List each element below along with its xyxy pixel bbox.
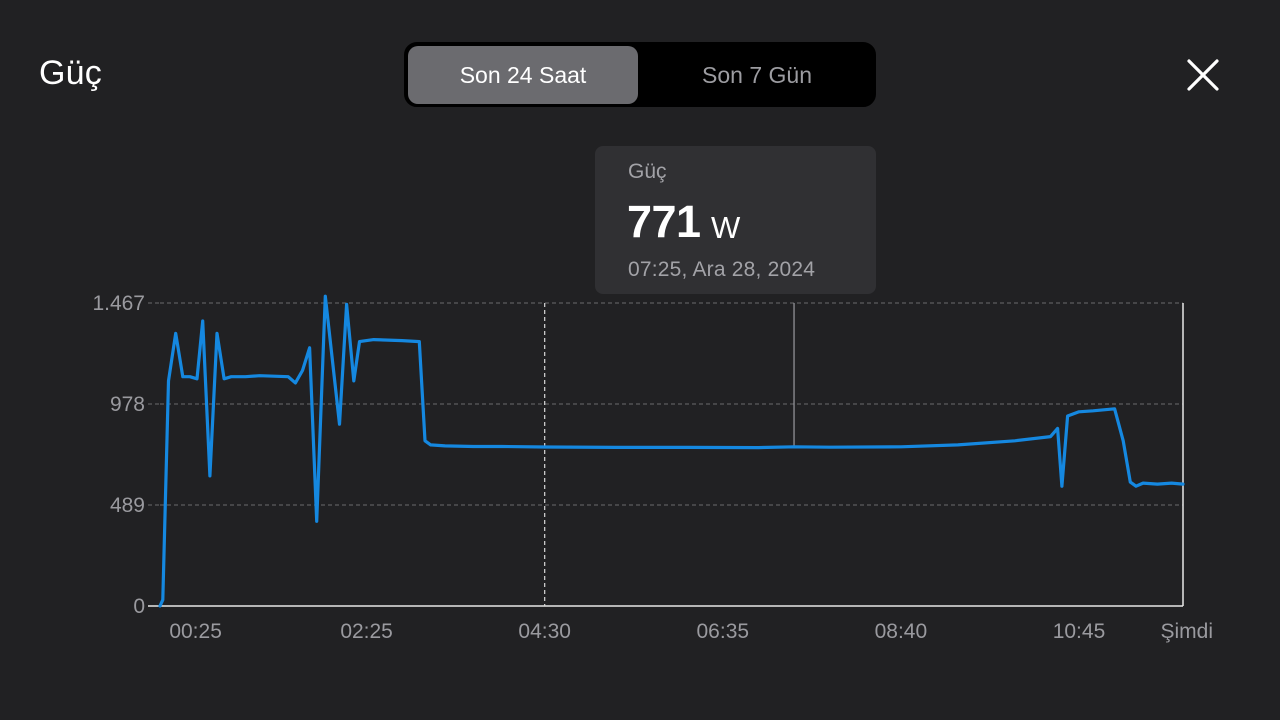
x-tick-label: 08:40 — [875, 620, 928, 643]
y-tick-label: 489 — [110, 494, 145, 517]
tab-last-24-hours[interactable]: Son 24 Saat — [408, 46, 638, 104]
close-icon — [1187, 59, 1219, 91]
y-tick-label: 978 — [110, 393, 145, 416]
tooltip-unit: W — [711, 210, 741, 245]
time-range-segmented-control: Son 24 Saat Son 7 Gün — [404, 42, 876, 107]
tooltip-label: Güç — [628, 160, 667, 183]
x-tick-label: 04:30 — [518, 620, 571, 643]
x-tick-label: 00:25 — [169, 620, 222, 643]
y-tick-label: 0 — [133, 595, 145, 618]
x-tick-label: 06:35 — [697, 620, 750, 643]
close-button[interactable] — [1182, 54, 1224, 96]
tab-last-7-days[interactable]: Son 7 Gün — [702, 61, 812, 88]
page-title: Güç — [39, 54, 102, 92]
x-tick-label: 02:25 — [340, 620, 393, 643]
x-tick-label: 10:45 — [1053, 620, 1106, 643]
tooltip-date: 07:25, Ara 28, 2024 — [628, 258, 816, 281]
tooltip-value: 771 — [627, 196, 701, 247]
value-tooltip: Güç 771 W 07:25, Ara 28, 2024 — [595, 146, 876, 294]
x-tick-label: Şimdi — [1160, 620, 1213, 643]
power-series-line — [158, 294, 1185, 608]
y-tick-label: 1.467 — [92, 292, 145, 315]
